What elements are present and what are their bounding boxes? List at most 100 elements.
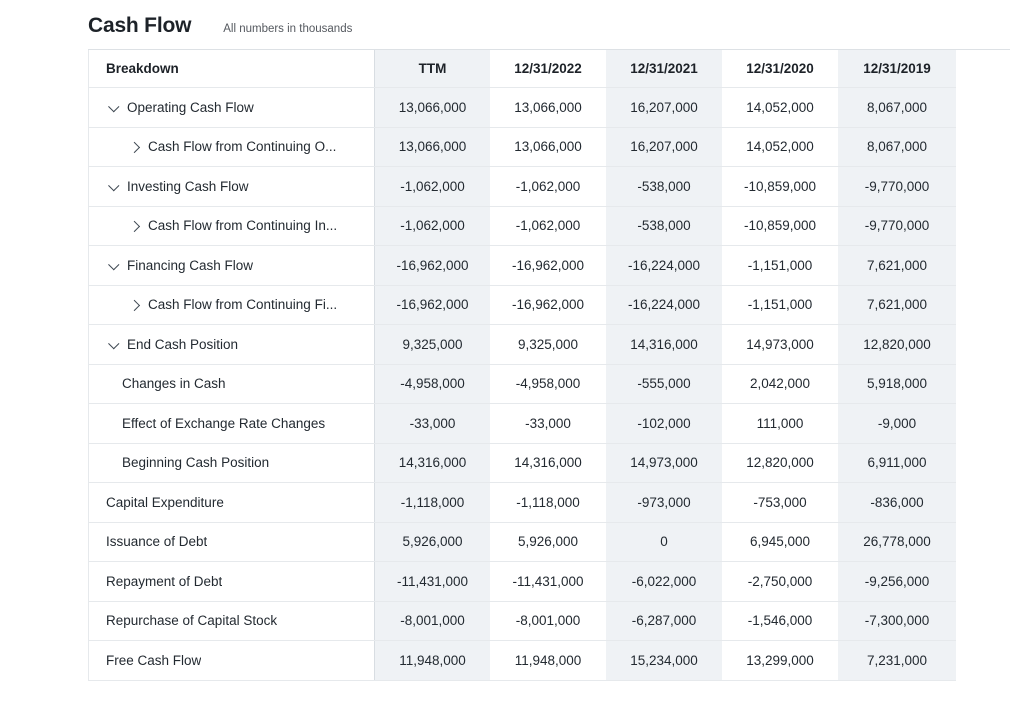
row-label: Free Cash Flow [106,652,202,668]
row-label-cell: Changes in Cash [89,365,374,404]
cell-value: 16,207,000 [606,127,722,166]
row-label-cell[interactable]: Cash Flow from Continuing O... [89,128,374,167]
chevron-right-icon[interactable] [128,299,140,311]
cell-value: 12,820,000 [838,325,956,364]
cell-value: -6,022,000 [606,562,722,601]
table-row: Changes in Cash -4,958,000 -4,958,000 -555,… [89,364,956,404]
table-wrapper: Breakdown TTM 12/31/2022 12/31/2021 12/31/20… [88,49,1010,681]
row-label-cell[interactable]: Operating Cash Flow [89,88,374,127]
row-label: Cash Flow from Continuing Fi... [148,297,338,313]
cell-value: -16,962,000 [511,297,585,313]
cell-value: 16,207,000 [606,88,722,127]
chevron-down-icon[interactable] [108,100,119,113]
cell-value: -1,062,000 [374,206,490,245]
cell-value: 9,325,000 [517,336,579,352]
header-period: 12/31/2021 [606,50,722,87]
cell-value: -11,431,000 [374,562,490,601]
financial-table: Breakdown TTM 12/31/2022 12/31/2021 12/31/20… [88,50,956,681]
cell-value: 14,973,000 [606,443,722,482]
cell-value: 13,299,000 [746,652,814,668]
table-row: Financing Cash Flow -16,962,000 -16,962,00… [89,246,956,286]
cell-value: 9,325,000 [374,325,490,364]
row-label: Capital Expenditure [106,494,224,510]
cell-value: -973,000 [606,483,722,522]
chevron-down-icon[interactable] [108,179,119,192]
cell-value: -16,962,000 [374,285,490,324]
cell-value: 5,926,000 [517,534,579,550]
cell-value: -538,000 [606,167,722,206]
header-period: 12/31/2019 [838,50,956,87]
cell-value: 8,067,000 [838,127,956,166]
cell-value: 12,820,000 [746,455,814,471]
row-label: Financing Cash Flow [127,257,254,273]
row-label-cell[interactable]: Financing Cash Flow [89,246,374,285]
table-row: Issuance of Debt 5,926,000 5,926,000 0 6,945… [89,522,956,562]
header-period: 12/31/2020 [746,61,814,76]
title-bar: Cash Flow All numbers in thousands [88,0,1010,49]
row-label: Cash Flow from Continuing O... [148,139,337,155]
row-label: End Cash Position [127,336,239,352]
row-label-cell[interactable]: Investing Cash Flow [89,167,374,206]
row-label: Issuance of Debt [106,534,208,550]
cell-value: -1,546,000 [747,613,813,629]
cell-value: -4,958,000 [374,364,490,403]
cell-value: -11,431,000 [512,573,584,589]
cell-value: 14,316,000 [514,455,582,471]
cell-value: 7,621,000 [838,246,956,285]
chevron-right-icon[interactable] [128,141,140,153]
table-row: Effect of Exchange Rate Changes -33,000 -3… [89,404,956,444]
row-label: Investing Cash Flow [127,178,249,194]
table-row: Cash Flow from Continuing Fi... -16,962,0… [89,285,956,325]
cell-value: -9,770,000 [838,206,956,245]
cell-value: 111,000 [756,415,804,431]
cell-value: 5,926,000 [374,522,490,561]
cell-value: 6,945,000 [749,534,811,550]
row-label-cell: Free Cash Flow [89,641,374,680]
table-row: Operating Cash Flow 13,066,000 13,066,000 1… [89,88,956,128]
row-label-cell[interactable]: End Cash Position [89,325,374,364]
header-period: 12/31/2022 [514,61,582,76]
cell-value: -6,287,000 [606,601,722,640]
cell-value: -33,000 [525,415,571,431]
cell-value: -4,958,000 [515,376,581,392]
cell-value: -9,000 [838,404,956,443]
cell-value: -8,001,000 [515,613,581,629]
row-label-cell: Effect of Exchange Rate Changes [89,404,374,443]
table-subtitle: All numbers in thousands [223,23,353,35]
cell-value: 2,042,000 [749,376,811,392]
cell-value: 14,973,000 [746,336,814,352]
cell-value: -1,151,000 [747,297,813,313]
cell-value: 13,066,000 [514,99,582,115]
row-label: Operating Cash Flow [127,99,254,115]
cell-value: 14,052,000 [746,139,814,155]
cell-value: -9,256,000 [838,562,956,601]
row-label: Changes in Cash [122,376,226,392]
cell-value: -1,062,000 [374,167,490,206]
row-label: Repurchase of Capital Stock [106,613,278,629]
cell-value: -9,770,000 [838,167,956,206]
row-label-cell: Repurchase of Capital Stock [89,602,374,641]
table-row: Beginning Cash Position 14,316,000 14,316,… [89,443,956,483]
chevron-down-icon[interactable] [108,337,119,350]
cell-value: -753,000 [753,494,807,510]
cell-value: -1,062,000 [515,178,581,194]
row-label: Repayment of Debt [106,573,223,589]
header-row: Breakdown TTM 12/31/2022 12/31/2021 12/31/20… [89,50,956,88]
cell-value: 26,778,000 [838,522,956,561]
cell-value: -33,000 [374,404,490,443]
row-label: Effect of Exchange Rate Changes [122,415,326,431]
cell-value: 5,918,000 [838,364,956,403]
cell-value: -538,000 [606,206,722,245]
page-title: Cash Flow [88,14,192,37]
row-label-cell: Capital Expenditure [89,483,374,522]
chevron-down-icon[interactable] [108,258,119,271]
cell-value: 11,948,000 [514,652,582,668]
row-label-cell[interactable]: Cash Flow from Continuing In... [89,207,374,246]
cell-value: -10,859,000 [743,178,817,194]
row-label-cell[interactable]: Cash Flow from Continuing Fi... [89,286,374,325]
cell-value: -16,962,000 [374,246,490,285]
cell-value: -1,062,000 [515,218,581,234]
chevron-right-icon[interactable] [128,220,140,232]
cell-value: -8,001,000 [374,601,490,640]
cell-value: 11,948,000 [374,641,490,680]
